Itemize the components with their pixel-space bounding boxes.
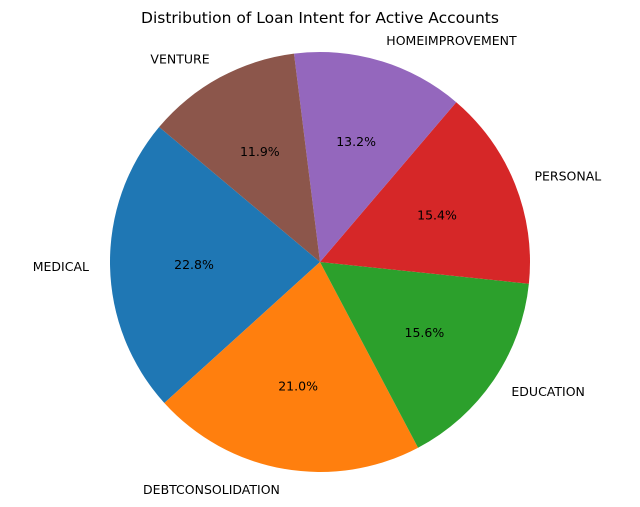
pie-slice-medical <box>109 127 320 403</box>
category-label-education: EDUCATION <box>511 384 585 399</box>
percent-label-personal: 15.4% <box>417 208 457 223</box>
percent-label-debtconsolidation: 21.0% <box>278 379 318 394</box>
pie-slice-debtconsolidation <box>164 262 419 473</box>
pie-slice-venture <box>159 53 320 263</box>
category-label-medical: MEDICAL <box>33 259 89 274</box>
percent-label-medical: 22.8% <box>174 257 214 272</box>
percent-label-homeimprovement: 13.2% <box>336 134 376 149</box>
category-labels: MEDICAL DEBTCONSOLIDATION EDUCATION PERSONA… <box>33 33 602 497</box>
category-label-debtconsolidation: DEBTCONSOLIDATION <box>143 482 280 497</box>
category-label-homeimprovement: HOMEIMPROVEMENT <box>386 33 517 48</box>
percent-label-education: 15.6% <box>405 325 445 340</box>
pie-slice-education <box>320 262 529 448</box>
percent-label-venture: 11.9% <box>240 144 280 159</box>
category-label-venture: VENTURE <box>150 52 209 67</box>
pie-slice-personal <box>320 102 530 284</box>
percent-labels: 22.8% 21.0% 15.6% 15.4% 13.2% 11.9% <box>174 134 457 394</box>
category-label-personal: PERSONAL <box>535 169 602 184</box>
pie-slice-homeimprovement <box>293 52 457 262</box>
chart-title: Distribution of Loan Intent for Active A… <box>141 9 499 27</box>
pie-slices <box>109 52 530 473</box>
